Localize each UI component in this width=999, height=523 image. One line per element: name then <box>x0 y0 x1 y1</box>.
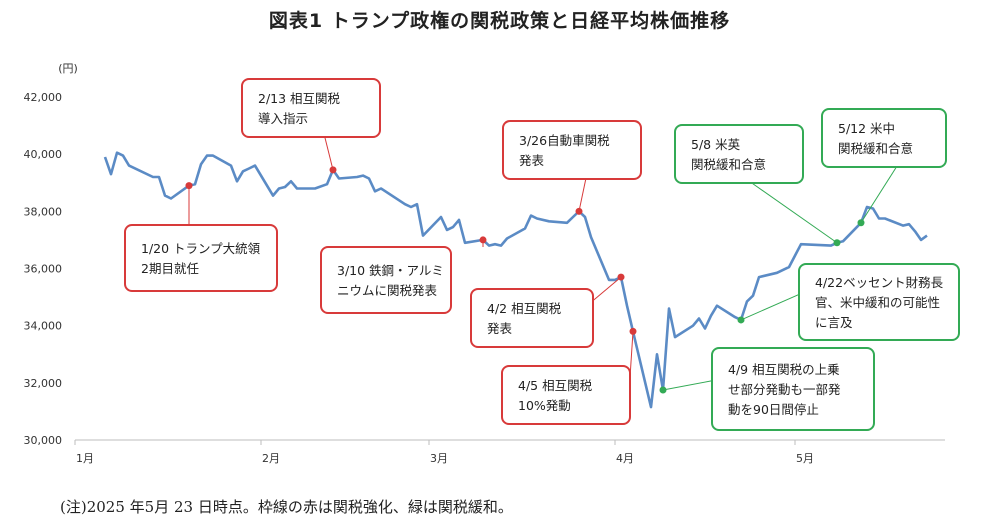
y-tick-label: 40,000 <box>24 148 63 161</box>
annotation-marker <box>185 182 193 190</box>
series-line <box>103 151 928 409</box>
annotation-text: 4/5 相互関税 <box>518 378 593 393</box>
annotation-marker <box>737 316 745 324</box>
annotation-text: 2/13 相互関税 <box>258 91 341 106</box>
x-tick-label: 2月 <box>262 452 280 465</box>
annotation-text: 3/10 鉄鋼・アルミ <box>337 263 444 278</box>
y-tick-label: 38,000 <box>24 205 63 218</box>
y-tick-label: 34,000 <box>24 320 63 333</box>
annotation-box <box>320 246 452 314</box>
annotation-box <box>124 224 278 292</box>
y-tick-label: 30,000 <box>24 434 63 447</box>
annotation-text: 5/12 米中 <box>838 121 895 136</box>
annotation-marker <box>629 327 637 335</box>
annotation-leader <box>860 166 897 224</box>
y-axis-label: (円) <box>58 62 78 75</box>
annotation-marker <box>857 219 865 227</box>
annotation-box <box>470 288 594 348</box>
annotation-text: 10%発動 <box>518 398 571 413</box>
x-tick-label: 4月 <box>616 452 634 465</box>
annotation-leader <box>592 276 622 301</box>
chart-axes: (円) 42,000 40,000 38,000 36,000 34,000 32,000 3… <box>24 62 945 465</box>
annotation-text: 4/2 相互関税 <box>487 301 562 316</box>
x-tick-label: 3月 <box>430 452 448 465</box>
annotation-marker <box>329 166 337 174</box>
footnote: (注)2025 年5月 23 日時点。枠線の赤は関税強化、緑は関税緩和。 <box>60 498 513 516</box>
series-layer <box>103 151 928 409</box>
annotation-text: 1/20 トランプ大統領 <box>141 241 261 256</box>
x-tick-label: 1月 <box>76 452 94 465</box>
annotation-text: せ部分発動も一部発 <box>728 382 841 397</box>
annotation-marker <box>659 386 667 394</box>
y-tick-label: 32,000 <box>24 377 63 390</box>
annotation-text: 3/26自動車関税 <box>519 133 610 148</box>
annotation-text: ニウムに関税発表 <box>337 283 438 298</box>
annotation-text: 関税緩和合意 <box>838 141 913 156</box>
annotation-box <box>501 365 631 425</box>
annotation-text: 4/9 相互関税の上乗 <box>728 362 840 377</box>
annotation-box <box>674 124 804 184</box>
annotation-box <box>821 108 947 168</box>
annotation-text: 発表 <box>487 321 513 336</box>
annotation-text: 4/22ベッセント財務長 <box>815 275 944 290</box>
x-tick-label: 5月 <box>796 452 814 465</box>
annotation-leader <box>662 380 713 391</box>
annotation-marker <box>575 207 583 215</box>
chart-title: 図表1 トランプ政権の関税政策と日経平均株価推移 <box>268 10 731 32</box>
annotation-text: 発表 <box>519 153 545 168</box>
annotation-box <box>241 78 381 138</box>
annotation-leader <box>740 293 800 321</box>
annotation-box <box>798 263 960 341</box>
annotation-text: に言及 <box>815 315 853 330</box>
annotation-marker <box>833 239 841 247</box>
y-tick-label: 42,000 <box>24 91 63 104</box>
annotation-text: 5/8 米英 <box>691 137 741 152</box>
y-tick-label: 36,000 <box>24 263 63 276</box>
annotation-text: 導入指示 <box>258 111 308 126</box>
annotation-text: 官、米中緩和の可能性 <box>815 295 940 310</box>
annotation-text: 動を90日間停止 <box>728 402 819 417</box>
annotation-box <box>711 347 875 431</box>
annotation-text: 関税緩和合意 <box>691 157 766 172</box>
annotation-marker <box>617 273 625 281</box>
annotation-leader <box>578 178 587 212</box>
annotation-leader <box>629 331 634 378</box>
annotation-marker <box>479 236 487 244</box>
annotation-leader <box>324 136 334 171</box>
annotation-leader <box>751 182 838 244</box>
annotation-text: 2期目就任 <box>141 261 199 276</box>
annotation-box <box>502 120 642 180</box>
